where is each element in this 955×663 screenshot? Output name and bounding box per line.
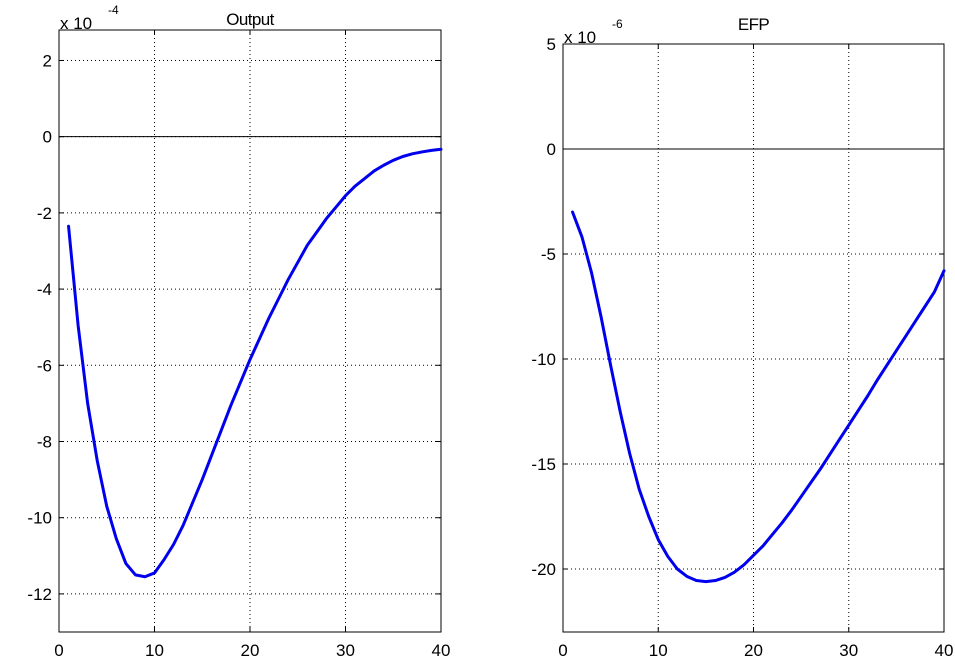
efp-x-tick-label: 20 xyxy=(744,641,763,660)
efp-x-tick-label: 10 xyxy=(649,641,668,660)
output-y-tick-label: -6 xyxy=(37,356,52,375)
efp-scale-label: x 10 xyxy=(564,28,596,47)
efp-x-tick-label: 30 xyxy=(839,641,858,660)
efp-y-tick-label: -5 xyxy=(541,245,556,264)
output-x-tick-label: 40 xyxy=(432,641,451,660)
output-scale-exponent: -4 xyxy=(108,3,119,17)
efp-y-tick-label: -10 xyxy=(531,350,556,369)
efp-x-tick-label: 0 xyxy=(558,641,567,660)
output-y-tick-label: -2 xyxy=(37,204,52,223)
output-x-tick-label: 30 xyxy=(336,641,355,660)
output-y-tick-label: -4 xyxy=(37,280,52,299)
efp-y-tick-label: 5 xyxy=(547,35,556,54)
efp-series-line xyxy=(571,210,946,584)
output-y-tick-label: 2 xyxy=(43,51,52,70)
output-y-tick-label: -12 xyxy=(27,585,52,604)
output-x-tick-label: 0 xyxy=(54,641,63,660)
output-x-tick-label: 10 xyxy=(145,641,164,660)
output-x-tick-label: 20 xyxy=(241,641,260,660)
output-y-tick-label: 0 xyxy=(43,128,52,147)
output-series-line xyxy=(67,147,443,579)
efp-title: EFP xyxy=(738,15,770,34)
efp-x-tick-label: 40 xyxy=(935,641,954,660)
output-y-tick-label: -8 xyxy=(37,432,52,451)
efp-y-tick-label: -20 xyxy=(531,560,556,579)
efp-scale-exponent: -6 xyxy=(612,17,623,31)
efp-y-tick-label: -15 xyxy=(531,455,556,474)
efp-y-tick-label: 0 xyxy=(547,140,556,159)
output-y-tick-label: -10 xyxy=(27,509,52,528)
output-title: Output xyxy=(226,10,274,29)
output-scale-label: x 10 xyxy=(60,14,92,33)
